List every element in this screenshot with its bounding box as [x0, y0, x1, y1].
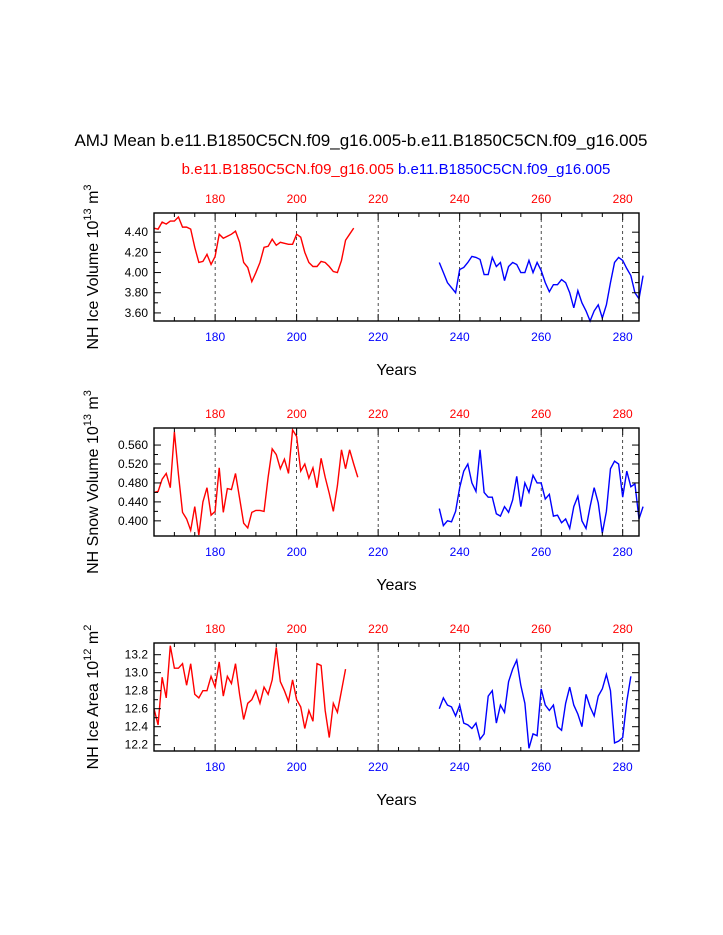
- xtick-label-bottom: 180: [205, 760, 225, 774]
- panel-3: 12.2 12.4 12.6 12.8 13.0 13.2 180 180 200 200 220 2…: [82, 622, 640, 809]
- xtick-label-bottom: 220: [368, 330, 388, 344]
- xtick-label-top: 220: [368, 407, 388, 421]
- ytick-label: 12.4: [125, 720, 149, 734]
- xtick-label-bottom: 240: [450, 545, 470, 559]
- xtick-label-top: 180: [205, 622, 225, 636]
- plot-frame: [153, 642, 640, 752]
- xtick-label-bottom: 180: [205, 545, 225, 559]
- series-blue-line: [438, 657, 632, 749]
- xtick-label-bottom: 200: [287, 760, 307, 774]
- xtick-label-top: 200: [287, 407, 307, 421]
- xtick-label-bottom: 280: [613, 545, 633, 559]
- plot-frame: [153, 212, 640, 322]
- xtick-label-bottom: 180: [205, 330, 225, 344]
- x-axis-label: Years: [376, 577, 416, 594]
- panel-2: 0.400 0.440 0.480 0.520 0.560 180 180 200 200 220…: [82, 390, 644, 594]
- xtick-label-bottom: 260: [531, 760, 551, 774]
- plot-frame: [153, 427, 640, 537]
- xtick-label-top: 260: [531, 622, 551, 636]
- xtick-label-top: 280: [613, 407, 633, 421]
- ytick-label: 12.2: [125, 738, 149, 752]
- series-red-line: [153, 645, 347, 738]
- xtick-label-bottom: 220: [368, 545, 388, 559]
- xtick-label-top: 200: [287, 622, 307, 636]
- xtick-label-top: 220: [368, 622, 388, 636]
- xtick-label-top: 180: [205, 192, 225, 206]
- ytick-label: 0.480: [118, 476, 148, 490]
- y-axis-label: NH Ice Area 1012 m2: [82, 625, 102, 770]
- chart-title: AMJ Mean b.e11.B1850C5CN.f09_g16.005-b.e…: [74, 131, 647, 150]
- xtick-label-bottom: 200: [287, 330, 307, 344]
- series-red-line: [153, 427, 359, 536]
- ytick-label: 4.00: [125, 266, 149, 280]
- x-axis-label: Years: [376, 792, 416, 809]
- xtick-label-top: 240: [450, 622, 470, 636]
- ytick-label: 0.400: [118, 514, 148, 528]
- xtick-label-bottom: 280: [613, 330, 633, 344]
- xtick-label-top: 220: [368, 192, 388, 206]
- ytick-label: 3.80: [125, 286, 149, 300]
- ytick-label: 13.2: [125, 648, 149, 662]
- xtick-label-top: 240: [450, 192, 470, 206]
- x-axis-label: Years: [376, 362, 416, 379]
- xtick-label-top: 240: [450, 407, 470, 421]
- ytick-label: 3.60: [125, 306, 149, 320]
- xtick-label-bottom: 260: [531, 330, 551, 344]
- ytick-label: 0.560: [118, 438, 148, 452]
- legend-red-label: b.e11.B1850C5CN.f09_g16.005: [182, 161, 394, 178]
- xtick-label-bottom: 280: [613, 760, 633, 774]
- xtick-label-top: 200: [287, 192, 307, 206]
- series-blue-line: [438, 255, 644, 323]
- y-axis-label: NH Snow Volume 1013 m3: [82, 390, 102, 574]
- xtick-label-top: 260: [531, 192, 551, 206]
- xtick-label-top: 180: [205, 407, 225, 421]
- panel-1: 3.60 3.80 4.00 4.20 4.40 180 180 200 200 220 220 24…: [82, 184, 644, 379]
- xtick-label-top: 280: [613, 192, 633, 206]
- xtick-label-bottom: 240: [450, 330, 470, 344]
- series-blue-line: [438, 449, 644, 534]
- xtick-label-bottom: 200: [287, 545, 307, 559]
- xtick-label-bottom: 220: [368, 760, 388, 774]
- xtick-label-top: 260: [531, 407, 551, 421]
- ytick-label: 13.0: [125, 666, 149, 680]
- ytick-label: 4.20: [125, 245, 149, 259]
- y-axis-label: NH Ice Volume 1013 m3: [82, 184, 102, 349]
- xtick-label-top: 280: [613, 622, 633, 636]
- ytick-label: 0.520: [118, 457, 148, 471]
- legend-blue-label: b.e11.B1850C5CN.f09_g16.005: [398, 161, 610, 178]
- ytick-label: 0.440: [118, 495, 148, 509]
- series-red-line: [153, 215, 355, 284]
- xtick-label-bottom: 240: [450, 760, 470, 774]
- ytick-label: 12.6: [125, 702, 149, 716]
- ytick-label: 12.8: [125, 684, 149, 698]
- ytick-label: 4.40: [125, 225, 149, 239]
- xtick-label-bottom: 260: [531, 545, 551, 559]
